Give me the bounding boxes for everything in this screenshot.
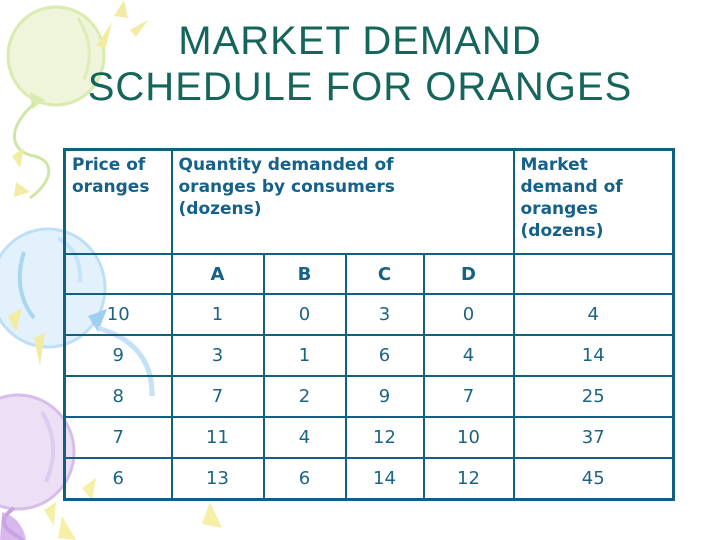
sparkle-bottom-center-icon: [202, 502, 222, 528]
consumer-a-cell: 1: [170, 293, 265, 336]
consumer-b-label: B: [262, 253, 347, 295]
green-balloon-icon: [6, 5, 106, 200]
consumer-a-cell: 7: [170, 375, 265, 418]
table-header-row: Price of oranges Quantity demanded of or…: [63, 148, 675, 255]
price-cell: 10: [63, 293, 173, 336]
price-cell: 6: [63, 457, 173, 501]
consumer-b-cell: 6: [262, 457, 347, 501]
market-column-header-text: Market demand of oranges (dozens): [520, 155, 623, 242]
consumer-a-label: A: [170, 253, 265, 295]
price-cell: 9: [63, 334, 173, 377]
consumer-d-cell: 10: [422, 416, 515, 459]
demand-schedule-table: Price of oranges Quantity demanded of or…: [63, 148, 675, 501]
consumer-d-cell: 12: [422, 457, 515, 501]
empty-cell: [63, 253, 173, 295]
quantity-column-header-text: Quantity demanded of oranges by consumer…: [178, 155, 395, 220]
consumer-b-cell: 4: [262, 416, 347, 459]
consumer-a-cell: 3: [170, 334, 265, 377]
slide-title-line2: SCHEDULE FOR ORANGES: [87, 65, 633, 110]
consumer-d-cell: 4: [422, 334, 515, 377]
consumer-b-cell: 0: [262, 293, 347, 336]
price-column-header: Price of oranges: [63, 148, 173, 255]
table-row: 9 3 1 6 4 14: [63, 334, 675, 377]
table-row: 7 11 4 12 10 37: [63, 416, 675, 459]
table-row: 6 13 6 14 12 45: [63, 457, 675, 501]
market-demand-cell: 4: [512, 293, 675, 336]
market-demand-cell: 25: [512, 375, 675, 418]
consumer-d-cell: 7: [422, 375, 515, 418]
quantity-column-header: Quantity demanded of oranges by consumer…: [170, 148, 515, 255]
table-row: 8 7 2 9 7 25: [63, 375, 675, 418]
table-row: 10 1 0 3 0 4: [63, 293, 675, 336]
consumer-c-cell: 14: [344, 457, 425, 501]
consumer-label-row: A B C D: [63, 253, 675, 295]
consumer-d-label: D: [422, 253, 515, 295]
sparkle-top-burst-icon: [96, 0, 148, 47]
market-demand-cell: 37: [512, 416, 675, 459]
slide-title-line1: MARKET DEMAND: [178, 19, 542, 63]
consumer-c-cell: 12: [344, 416, 425, 459]
sparkle-mid-left-icon: [8, 308, 45, 366]
slide-title: MARKET DEMAND SCHEDULE FOR ORANGES: [0, 18, 720, 111]
consumer-c-cell: 9: [344, 375, 425, 418]
market-demand-cell: 45: [512, 457, 675, 501]
market-column-header: Market demand of oranges (dozens): [512, 148, 675, 255]
consumer-c-cell: 6: [344, 334, 425, 377]
consumer-b-cell: 2: [262, 375, 347, 418]
consumer-c-cell: 3: [344, 293, 425, 336]
consumer-d-cell: 0: [422, 293, 515, 336]
price-cell: 7: [63, 416, 173, 459]
consumer-a-cell: 11: [170, 416, 265, 459]
price-cell: 8: [63, 375, 173, 418]
market-demand-cell: 14: [512, 334, 675, 377]
purple-balloon-icon: [0, 393, 76, 540]
consumer-c-label: C: [344, 253, 425, 295]
consumer-a-cell: 13: [170, 457, 265, 501]
empty-cell: [512, 253, 675, 295]
sparkle-upper-left-icon: [12, 148, 30, 197]
consumer-b-cell: 1: [262, 334, 347, 377]
